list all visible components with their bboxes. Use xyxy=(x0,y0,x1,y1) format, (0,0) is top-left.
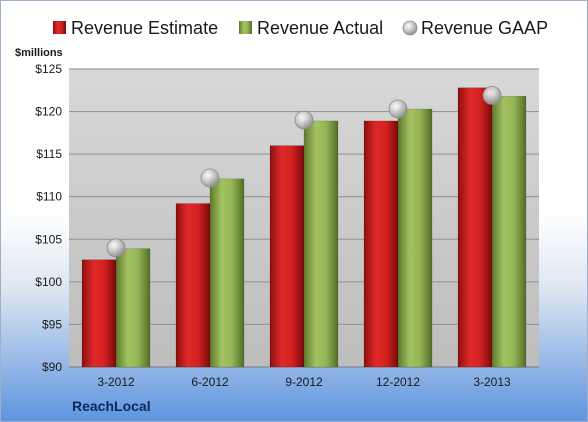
legend-swatch-revenue-actual xyxy=(239,21,252,34)
y-tick-label: $105 xyxy=(35,232,62,246)
y-axis-ticks: $90 $95 $100 $105 $110 $115 $120 $125 xyxy=(35,62,62,374)
bar-revenue-estimate-6-2012 xyxy=(175,203,211,368)
y-axis-unit-label: $millions xyxy=(15,47,63,59)
legend-label-revenue-estimate: Revenue Estimate xyxy=(71,18,218,38)
bar-revenue-estimate-12-2012 xyxy=(363,120,399,368)
bars xyxy=(81,87,527,368)
bar-revenue-estimate-3-2013 xyxy=(457,87,493,368)
y-tick-label: $110 xyxy=(36,190,62,204)
bar-revenue-estimate-9-2012 xyxy=(269,145,305,368)
marker-revenue-gaap-12-2012 xyxy=(388,99,408,119)
legend: Revenue Estimate Revenue Actual Revenue GA… xyxy=(53,18,548,38)
y-tick-label: $90 xyxy=(42,360,62,374)
company-name: ReachLocal xyxy=(72,398,151,414)
bar-revenue-estimate-3-2012 xyxy=(81,259,117,368)
y-tick-label: $125 xyxy=(35,62,62,76)
bar-revenue-actual-3-2013 xyxy=(491,95,527,368)
x-tick-label: 6-2012 xyxy=(191,375,229,389)
x-tick-label: 3-2012 xyxy=(97,375,135,389)
bar-revenue-actual-12-2012 xyxy=(397,108,433,368)
x-tick-label: 3-2013 xyxy=(473,375,511,389)
legend-label-revenue-gaap: Revenue GAAP xyxy=(421,18,548,38)
marker-revenue-gaap-3-2013 xyxy=(482,85,502,105)
marker-revenue-gaap-9-2012 xyxy=(294,110,314,130)
marker-revenue-gaap-3-2012 xyxy=(106,238,126,258)
y-tick-label: $120 xyxy=(35,105,62,119)
bar-revenue-actual-3-2012 xyxy=(115,248,151,368)
y-tick-label: $100 xyxy=(35,275,62,289)
x-tick-label: 9-2012 xyxy=(285,375,323,389)
y-tick-label: $95 xyxy=(42,317,62,331)
legend-swatch-revenue-gaap xyxy=(402,20,418,36)
legend-swatch-revenue-estimate xyxy=(53,21,66,34)
gaap-markers xyxy=(106,85,502,258)
x-axis-ticks: 3-2012 6-2012 9-2012 12-2012 3-2013 xyxy=(97,375,511,389)
legend-label-revenue-actual: Revenue Actual xyxy=(257,18,383,38)
bar-revenue-actual-6-2012 xyxy=(209,178,245,368)
y-tick-label: $115 xyxy=(36,147,62,161)
marker-revenue-gaap-6-2012 xyxy=(200,168,220,188)
bar-revenue-actual-9-2012 xyxy=(303,120,339,368)
x-tick-label: 12-2012 xyxy=(376,375,420,389)
